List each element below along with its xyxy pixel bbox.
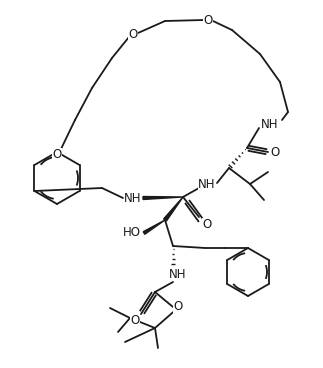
Text: O: O [173, 301, 182, 314]
Text: O: O [130, 314, 140, 326]
Text: NH: NH [261, 117, 279, 131]
Text: HO: HO [123, 226, 141, 240]
Text: O: O [203, 14, 213, 26]
Text: O: O [128, 28, 138, 40]
Polygon shape [143, 220, 165, 234]
Polygon shape [164, 197, 183, 221]
Text: O: O [203, 219, 212, 231]
Text: O: O [52, 149, 62, 162]
Text: NH: NH [198, 178, 216, 191]
Text: NH: NH [124, 191, 142, 205]
Text: NH: NH [169, 268, 187, 280]
Text: O: O [270, 146, 280, 159]
Polygon shape [143, 197, 183, 199]
